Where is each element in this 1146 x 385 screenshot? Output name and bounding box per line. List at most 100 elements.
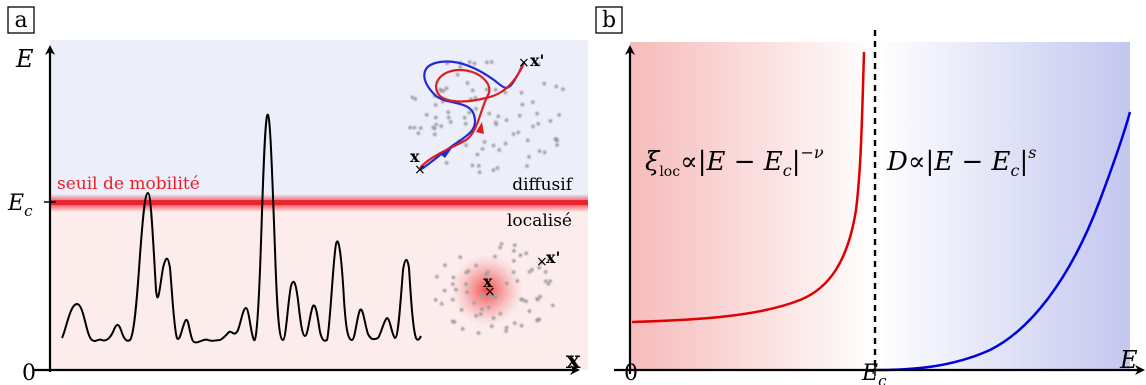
scatterer-dot: [510, 269, 517, 276]
scatterer-dot: [462, 142, 470, 149]
scatterer-dot: [541, 149, 548, 156]
scatterer-dot: [451, 318, 458, 326]
scatterer-dot: [431, 131, 438, 138]
scatterer-dot: [534, 295, 541, 303]
scatterer-dot: [441, 262, 449, 269]
diffusive-path-red: [419, 61, 526, 169]
scatterer-dot: [436, 86, 444, 94]
scatterer-dot: [525, 153, 533, 160]
scatterer-dot: [510, 130, 517, 138]
scatterer-dot: [494, 164, 501, 172]
scatterer-dot: [483, 86, 490, 93]
panel-label-b: b: [602, 8, 616, 33]
scatterer-dot: [469, 162, 476, 169]
inset-upper-start-label: x: [410, 147, 420, 166]
scatterer-dot: [475, 329, 482, 337]
scatterer-dot: [556, 111, 563, 119]
scatterer-dot: [511, 320, 518, 327]
scatterer-dot: [549, 302, 556, 309]
scatterer-dot: [438, 122, 445, 130]
tick-zero-label: 0: [22, 361, 36, 385]
scatterer-dot: [463, 289, 471, 296]
scatterer-dot: [454, 71, 461, 78]
scatterer-dot: [473, 262, 480, 269]
scatterer-dot: [449, 296, 456, 303]
mobility-edge-line: [50, 200, 588, 205]
scatterer-dot: [488, 58, 495, 66]
x-axis-label: x: [566, 345, 581, 374]
panel-a: a E x Ec 0 seuil de mobilité diffusif lo…: [7, 6, 588, 385]
scatterer-dot: [518, 322, 525, 329]
scatterer-dot: [406, 124, 414, 131]
scatterer-dot: [535, 61, 542, 68]
scatterer-dot: [432, 296, 439, 304]
scatterer-dot: [464, 79, 471, 87]
localized-region-gradient: [630, 42, 875, 370]
scatterer-dot: [502, 140, 509, 147]
scatterer-dot: [492, 86, 499, 94]
diffusion-coefficient-curve: [875, 111, 1132, 372]
scatterer-dot: [471, 60, 478, 67]
scatterers-diffusive: [406, 58, 567, 176]
scatterer-dot: [415, 130, 422, 137]
scatterer-dot: [452, 286, 460, 293]
region-diffusive-label: diffusif: [512, 175, 574, 195]
scatterer-dot: [510, 247, 518, 255]
tick-zero-label-b: 0: [624, 361, 638, 385]
scatterer-dot: [503, 116, 510, 124]
scatterer-dot: [409, 94, 416, 101]
formula-diffusion-coefficient: D∝|E − Ec|s: [886, 143, 1036, 180]
scatterer-dot: [432, 101, 439, 109]
scatterer-dot: [486, 110, 493, 117]
scatterer-dot: [515, 129, 522, 136]
scatterer-dot: [465, 267, 472, 275]
scatterer-dot: [433, 121, 440, 128]
scatterer-dot: [476, 169, 483, 176]
scatterer-dot: [503, 324, 510, 331]
scatterer-dot: [457, 254, 464, 261]
tick-ec-label: Ec: [7, 191, 33, 220]
scatterer-dot: [536, 264, 543, 271]
scatterer-dot: [432, 114, 439, 121]
scatterer-dot: [529, 123, 537, 130]
scatterer-dot: [517, 252, 524, 259]
scatterer-dot: [487, 292, 495, 299]
scatterer-dot: [449, 280, 456, 288]
scatterer-dot: [450, 274, 457, 281]
scatterer-dot: [553, 83, 560, 90]
diffusive-arrow-red: [476, 122, 484, 134]
scatterer-dot: [417, 124, 424, 132]
panel-label: a: [14, 8, 27, 33]
scatterer-dot: [443, 85, 450, 92]
scatterer-dot: [423, 111, 430, 119]
scatterer-dot: [472, 105, 480, 113]
inset-upper-start-mark: ×: [414, 162, 426, 178]
tick-ec-label-b: Ec: [861, 361, 887, 385]
panel-b: b E 0 Ec ξloc∝|E − Ec|−ν D∝|E − Ec|s: [595, 6, 1145, 385]
scatterer-dot: [535, 120, 542, 127]
scatterer-dot: [511, 242, 518, 249]
scatterer-dot: [547, 117, 554, 125]
scatterer-dot: [478, 305, 486, 313]
disorder-potential-curve: [61, 113, 422, 344]
formula-localization-length: ξloc∝|E − Ec|−ν: [645, 143, 824, 180]
scatterer-dot: [546, 277, 554, 285]
scatterer-dot: [491, 253, 499, 260]
scatterer-dot: [538, 259, 545, 266]
inset-upper-end-mark: ×: [518, 55, 530, 71]
scatterer-dot: [529, 99, 537, 106]
scatterer-dot: [481, 138, 488, 146]
scatterer-dot: [523, 250, 530, 257]
scatterer-dot: [541, 80, 548, 87]
scatterer-dot: [459, 325, 466, 333]
y-axis-label: E: [15, 45, 34, 73]
scatterer-dot: [490, 314, 497, 322]
inset-lower-end-label: x': [546, 248, 560, 267]
panel-label-box-b: [595, 6, 623, 34]
scatterer-dot: [498, 240, 505, 248]
scatterer-dot: [495, 113, 502, 120]
x-axis-label-b: E: [1119, 346, 1138, 374]
scatterer-dot: [526, 268, 533, 275]
scatterer-dot: [523, 162, 531, 170]
